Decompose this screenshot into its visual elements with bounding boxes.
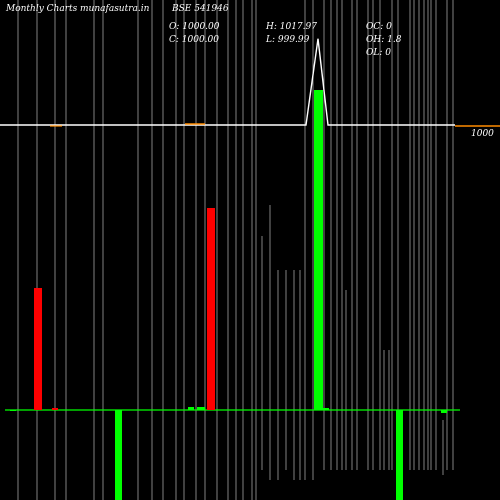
site-label-right: munafasutra.in — [80, 4, 150, 14]
price-line — [0, 38, 455, 126]
volume-bars — [5, 90, 460, 500]
volume-bar — [207, 208, 215, 410]
price-axis-label: 1000 — [471, 129, 494, 139]
oh-value: OH: 1.8 — [366, 35, 402, 45]
volume-bar — [396, 410, 403, 500]
low-value: L: 999.99 — [266, 35, 310, 45]
volume-bar — [52, 408, 58, 410]
symbol-label: BSE 541946 — [172, 4, 229, 14]
close-value: C: 1000.00 — [169, 35, 219, 45]
volume-bar — [188, 407, 194, 410]
volume-bar — [34, 288, 42, 410]
volume-bar — [10, 410, 16, 411]
high-value: H: 1017.97 — [266, 22, 317, 32]
price-area — [0, 38, 500, 127]
volume-bar — [197, 407, 205, 410]
oc-value: OC: 0 — [366, 22, 392, 32]
volume-bar — [441, 410, 447, 413]
volume-bar — [323, 408, 329, 410]
site-label-left: Monthly Charts — [6, 4, 78, 14]
volume-bar — [115, 410, 122, 500]
ol-value: OL: 0 — [366, 48, 391, 58]
open-value: O: 1000.00 — [169, 22, 220, 32]
vertical-grid — [17, 0, 454, 500]
volume-bar — [314, 90, 323, 410]
